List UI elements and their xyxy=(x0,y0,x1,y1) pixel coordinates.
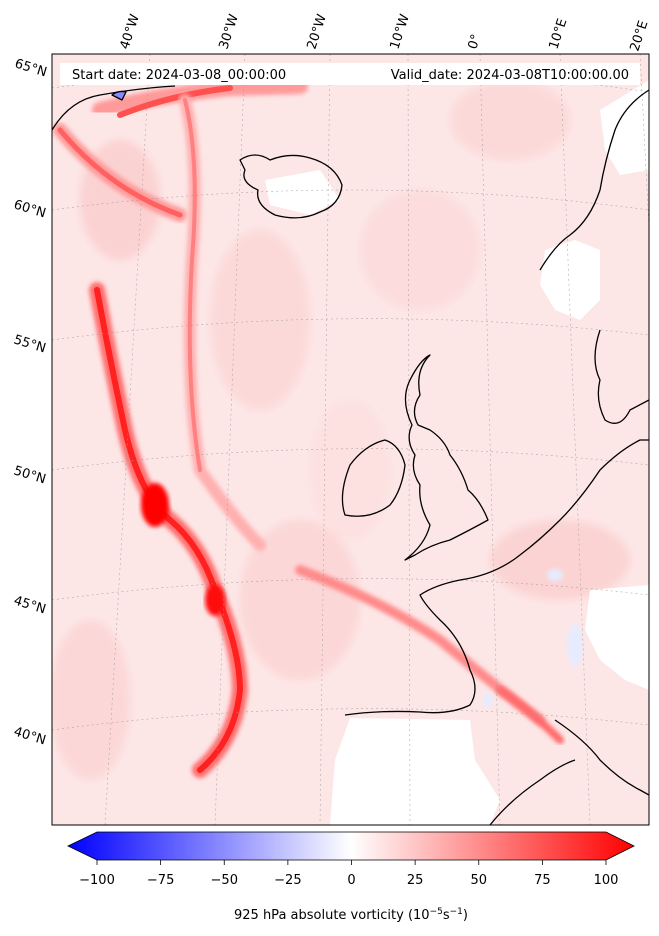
lat-label-65n: 65°N xyxy=(13,56,49,80)
colorbar-unit-close: ) xyxy=(463,908,468,923)
iceland-coast xyxy=(239,154,343,219)
colorbar-tick-label: −75 xyxy=(147,873,174,888)
lon-label-40w: 40°W xyxy=(118,12,143,51)
colorbar-tick-label: −50 xyxy=(211,873,238,888)
date-header-box xyxy=(60,63,640,85)
lat-label-60n: 60°N xyxy=(12,197,48,221)
lon-label-10w: 10°W xyxy=(388,12,413,51)
colorbar: −100 −75 −50 −25 0 25 50 75 100 925 hPa absolute… xyxy=(67,831,635,923)
lon-label-20w: 20°W xyxy=(305,12,330,51)
greenland-coast xyxy=(52,85,176,131)
continental-europe-coast xyxy=(344,439,649,716)
latitude-labels: 65°N 60°N 55°N 50°N 45°N 40°N xyxy=(12,56,49,748)
colorbar-unit-exp1: −5 xyxy=(430,907,443,917)
vorticity-map xyxy=(52,54,649,825)
colorbar-tick-label: 0 xyxy=(347,873,355,888)
norway-coast xyxy=(539,89,649,271)
colorbar-tick-label: 25 xyxy=(407,873,424,888)
denmark-sweden-coast xyxy=(594,329,649,424)
colorbar-tick-label: −25 xyxy=(274,873,301,888)
lon-label-20e: 20°E xyxy=(628,19,652,53)
lon-label-0: 0° xyxy=(466,33,485,52)
lat-label-40n: 40°N xyxy=(12,724,48,748)
north-africa-coast xyxy=(489,759,576,825)
lat-label-55n: 55°N xyxy=(12,332,48,356)
colorbar-unit-exp2: −1 xyxy=(450,907,463,917)
colorbar-gradient xyxy=(67,831,635,861)
colorbar-ticks: −100 −75 −50 −25 0 25 50 75 100 xyxy=(79,860,618,888)
ireland-coast xyxy=(341,439,406,517)
lat-label-45n: 45°N xyxy=(12,593,48,617)
lon-label-30w: 30°W xyxy=(217,12,242,51)
colorbar-unit-s: s xyxy=(443,908,450,923)
map-frame xyxy=(51,53,650,826)
masked-terrain xyxy=(265,80,649,825)
colorbar-tick-label: −100 xyxy=(79,873,115,888)
lon-label-10e: 10°E xyxy=(547,17,571,51)
great-britain-coast xyxy=(404,354,489,561)
greenland-ice-patch xyxy=(111,90,127,101)
iberia-east-coast xyxy=(554,719,649,796)
colorbar-label-text: 925 hPa absolute vorticity (10 xyxy=(234,908,430,923)
colorbar-label: 925 hPa absolute vorticity (10−5s−1) xyxy=(234,907,468,923)
colorbar-tick-label: 75 xyxy=(534,873,551,888)
vorticity-bands xyxy=(53,78,564,778)
coastlines xyxy=(52,85,649,825)
longitude-labels: 40°W 30°W 20°W 10°W 0° 10°E 20°E xyxy=(118,12,652,53)
colorbar-tick-label: 100 xyxy=(594,873,619,888)
lat-label-50n: 50°N xyxy=(12,463,48,487)
valid-date-label: Valid_date: 2024-03-08T10:00:00.00 xyxy=(391,68,629,83)
start-date-label: Start date: 2024-03-08_00:00:00 xyxy=(72,68,286,83)
colorbar-tick-label: 50 xyxy=(470,873,487,888)
